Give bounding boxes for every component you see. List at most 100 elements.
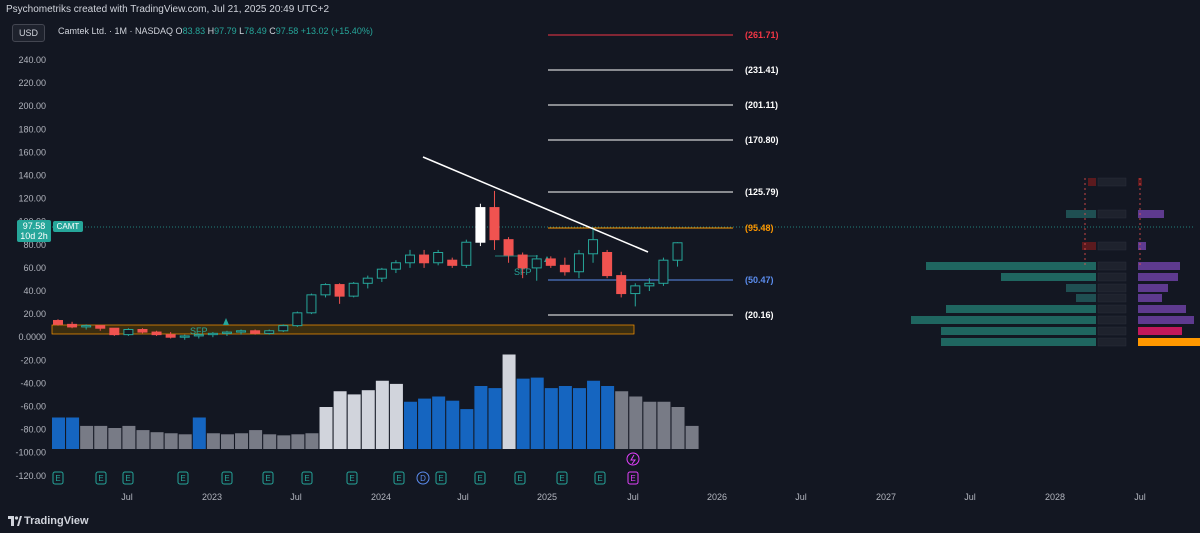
earnings-marker-label: E [98, 474, 103, 483]
candle[interactable] [433, 252, 444, 264]
candle[interactable] [109, 327, 120, 336]
earnings-marker-icon[interactable] [594, 471, 606, 485]
earnings-marker-label: E [438, 474, 443, 483]
volume-profile-row [911, 316, 1096, 324]
candlestick-series[interactable] [53, 190, 683, 340]
footer-bar: TradingView [0, 509, 1200, 533]
candle[interactable] [517, 254, 528, 269]
volume-profile-row [946, 305, 1096, 313]
earnings-marker-label: E [630, 474, 635, 483]
earnings-marker-icon[interactable] [301, 471, 313, 485]
earnings-marker-icon[interactable] [221, 471, 233, 485]
candle[interactable] [531, 258, 542, 269]
fib-label: (201.11) [745, 100, 778, 110]
candle[interactable] [53, 320, 63, 325]
candle[interactable] [306, 294, 317, 314]
candle[interactable] [390, 262, 401, 270]
price-axis-label: 160.00 [18, 147, 46, 157]
volume-bar [587, 380, 601, 449]
earnings-marker-label: E [477, 474, 482, 483]
candle[interactable] [207, 332, 218, 336]
candle[interactable] [165, 334, 176, 338]
chart-area[interactable]: 240.00 220.00 200.00 180.00 160.00 140.00 120.… [0, 20, 1200, 509]
candle[interactable] [348, 282, 359, 297]
candle[interactable] [376, 268, 387, 279]
candle[interactable] [489, 207, 500, 241]
dividend-marker-icon[interactable] [416, 471, 430, 485]
candle[interactable] [503, 239, 514, 256]
candle[interactable] [123, 329, 134, 336]
current-price-value: 97.58 [22, 221, 46, 231]
volume-series[interactable] [52, 354, 699, 450]
candle[interactable] [292, 312, 303, 327]
candle[interactable] [278, 325, 289, 332]
earnings-marker-icon[interactable] [346, 471, 358, 485]
currency-button[interactable]: USD [12, 24, 46, 42]
earnings-marker-icon[interactable] [556, 471, 568, 485]
symbol-legend[interactable]: Camtek Ltd. · 1M · NASDAQ O83.83 H97.79 … [58, 26, 373, 36]
candle[interactable] [67, 323, 78, 328]
candle[interactable] [334, 284, 345, 297]
price-axis-label: 220.00 [18, 78, 46, 88]
candle[interactable] [221, 331, 232, 334]
earnings-marker-icon[interactable] [95, 471, 107, 485]
candle[interactable] [250, 330, 261, 334]
earnings-marker-icon[interactable] [52, 471, 64, 485]
volume-bar [572, 388, 586, 449]
price-axis-label: 60.00 [23, 263, 46, 273]
candle[interactable] [672, 242, 683, 261]
volume-bar [361, 390, 375, 449]
candle[interactable] [630, 285, 641, 295]
candle[interactable] [602, 252, 613, 277]
candle[interactable] [137, 329, 148, 333]
earnings-marker-label: E [517, 474, 522, 483]
candle[interactable] [573, 253, 584, 273]
chart-svg[interactable]: 240.00 220.00 200.00 180.00 160.00 140.00 120.… [0, 20, 1200, 509]
candle[interactable] [236, 330, 247, 333]
candle[interactable] [320, 284, 331, 296]
volume-profile-cell [1097, 304, 1127, 314]
candle[interactable] [151, 331, 162, 336]
candle[interactable] [588, 239, 599, 255]
volume-profile[interactable] [911, 177, 1200, 347]
fib-levels[interactable]: (261.71) (231.41) (201.11) (170.80) (125.79)… [548, 30, 779, 320]
candle[interactable] [658, 259, 669, 284]
candle[interactable] [95, 325, 106, 329]
earnings-marker-icon[interactable] [474, 471, 486, 485]
earnings-marker-icon[interactable] [627, 471, 639, 485]
trendline[interactable] [422, 156, 649, 253]
earnings-marker-label: E [180, 474, 185, 483]
fib-label: (261.71) [745, 30, 779, 40]
candle[interactable] [81, 325, 92, 328]
candle[interactable] [616, 275, 627, 295]
earnings-marker-icon[interactable] [393, 471, 405, 485]
earnings-marker-icon[interactable] [514, 471, 526, 485]
candle[interactable] [405, 254, 415, 264]
volume-profile-cell [1097, 177, 1127, 187]
candle[interactable] [447, 259, 458, 266]
time-axis-label: Jul [795, 492, 807, 502]
price-axis[interactable]: 240.00 220.00 200.00 180.00 160.00 140.00 120.… [15, 55, 46, 481]
earnings-marker-icon[interactable] [122, 471, 134, 485]
legend-open-label: O [175, 26, 183, 36]
candle[interactable] [475, 207, 486, 243]
candle[interactable] [419, 254, 430, 264]
support-zone[interactable] [51, 324, 635, 335]
candle[interactable] [545, 258, 556, 266]
candle[interactable] [264, 330, 275, 334]
earnings-marker-icon[interactable] [177, 471, 189, 485]
candle[interactable] [179, 335, 190, 338]
time-axis[interactable]: Jul 2023 Jul 2024 Jul 2025 Jul 2026 Jul 2027 Jul 20… [121, 492, 1146, 502]
time-axis-label: Jul [290, 492, 302, 502]
candle[interactable] [193, 334, 204, 337]
volume-profile-cell [1097, 241, 1127, 251]
earnings-marker-icon[interactable] [262, 471, 274, 485]
candle[interactable] [461, 241, 472, 266]
price-axis-label: -40.00 [20, 378, 46, 388]
candle[interactable] [559, 264, 570, 273]
candle[interactable] [644, 282, 655, 287]
candle[interactable] [362, 277, 373, 284]
earnings-marker-icon[interactable] [435, 471, 447, 485]
lightning-icon[interactable] [626, 452, 640, 466]
